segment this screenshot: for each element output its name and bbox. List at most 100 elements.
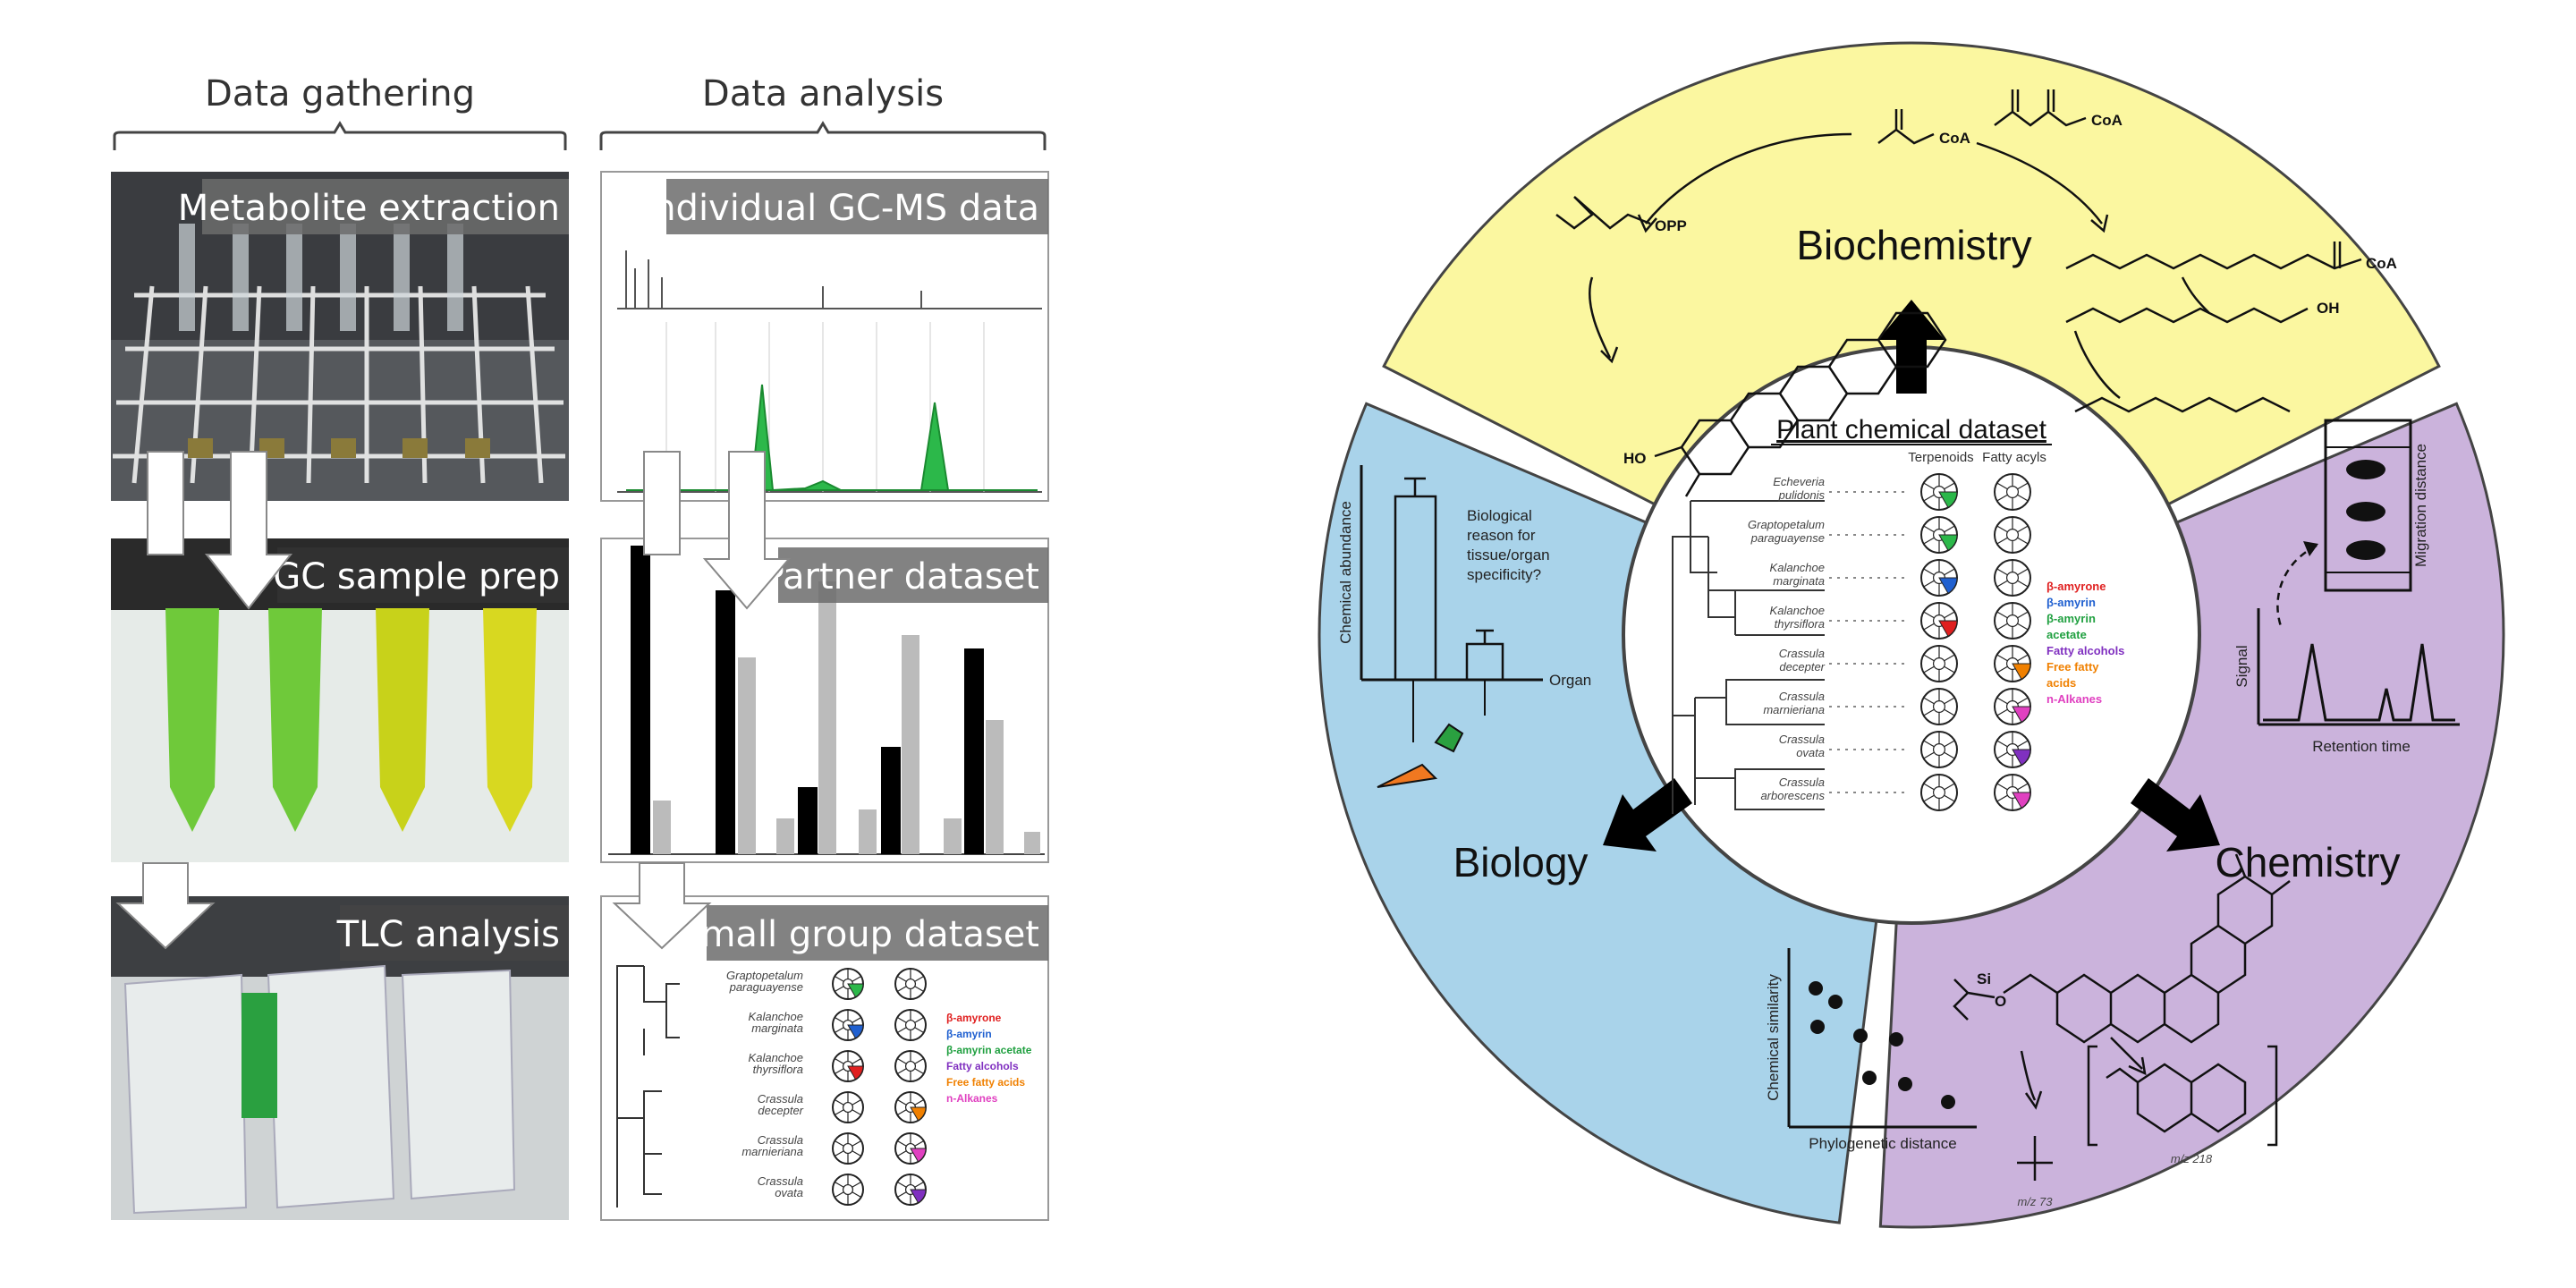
biology-y-label: Chemical abundance (1337, 501, 1354, 644)
brace-analysis (599, 121, 1046, 150)
terpenoid-marker (1920, 602, 1958, 640)
arrow-to-biology (1603, 778, 1692, 852)
center-legend-item: n-Alkanes (2046, 692, 2102, 706)
biology-note-3: tissue/organ (1467, 547, 1550, 564)
label-individual-gcms: Individual GC-MS data (642, 188, 1039, 229)
biology-note-2: reason for (1467, 527, 1536, 544)
down-arrow-3 (115, 862, 216, 950)
panel-individual-gcms: Individual GC-MS data (600, 171, 1049, 502)
small-group-terpenoid-marker (832, 1174, 864, 1206)
coa-label-2: CoA (2091, 112, 2123, 129)
down-arrow-1 (147, 451, 184, 555)
center-species-epithet: marginata (1773, 574, 1825, 588)
small-group-fatty-marker (894, 1132, 927, 1165)
small-group-genus: Crassula (758, 1092, 803, 1106)
center-phylo-tree (1672, 500, 1825, 814)
title-biology: Biology (1453, 839, 1589, 886)
col-terpenoids: Terpenoids (1908, 450, 1973, 465)
flow-arrows-left (115, 451, 792, 950)
small-group-fatty-marker (894, 1009, 927, 1041)
center-legend-item: β-amyrin (2046, 612, 2096, 625)
coa-label-3: CoA (2366, 255, 2397, 272)
center-species-epithet: arborescens (1760, 789, 1825, 802)
down-arrow-4 (643, 451, 681, 555)
small-group-terpenoid-marker (832, 1050, 864, 1082)
column-header-gathering: Data gathering (205, 73, 475, 114)
small-group-terpenoid-marker (832, 1091, 864, 1123)
small-group-genus: Kalanchoe (749, 1051, 803, 1064)
center-species-genus: Kalanchoe (1770, 604, 1825, 617)
small-group-legend-item: Free fatty acids (946, 1076, 1025, 1089)
center-legend-item: Fatty alcohols (2046, 644, 2124, 657)
fatty-acyl-marker (1994, 559, 2031, 597)
center-species-epithet: decepter (1779, 660, 1825, 674)
terpenoid-marker (1920, 473, 1958, 511)
small-group-legend-item: Fatty alcohols (946, 1060, 1019, 1072)
terpenoid-marker (1920, 645, 1958, 682)
center-species-epithet: paraguayense (1750, 531, 1825, 545)
down-arrow-6 (612, 862, 712, 950)
small-group-legend-item: β-amyrin (946, 1028, 992, 1040)
center-legend-item: Free fatty (2046, 660, 2099, 674)
center-legend-item: acetate (2046, 628, 2087, 641)
label-partner-dataset: Partner dataset (763, 556, 1039, 597)
center-species-epithet: ovata (1796, 746, 1825, 759)
small-group-epithet: paraguayense (729, 980, 803, 994)
center-legend-item: acids (2046, 676, 2076, 690)
center-species-genus: Graptopetalum (1748, 518, 1825, 531)
gc-x-label: Retention time (2312, 738, 2411, 755)
center-species-genus: Echeveria (1773, 475, 1825, 488)
terpenoid-marker (1920, 559, 1958, 597)
small-group-legend-item: β-amyrone (946, 1012, 1002, 1024)
fatty-acyl-marker (1994, 516, 2031, 554)
biology-scatter-plot: Chemical similarity Phylogenetic distanc… (1765, 948, 1977, 1152)
terpenoid-marker (1920, 774, 1958, 811)
down-arrow-5 (702, 451, 792, 610)
center-legend-item: β-amyrin (2046, 596, 2096, 609)
biology-x-label: Organ (1549, 672, 1591, 689)
small-group-epithet: marnieriana (741, 1145, 803, 1158)
fatty-acyl-marker (1994, 645, 2031, 682)
center-legend-item: β-amyrone (2046, 580, 2106, 593)
scatter-x-label: Phylogenetic distance (1809, 1135, 1956, 1152)
opp-label: OPP (1655, 217, 1687, 234)
chemistry-plots: Migration distance Signal Retention time (2233, 419, 2460, 755)
o-label: O (1995, 993, 2006, 1010)
center-species-genus: Kalanchoe (1770, 561, 1825, 574)
arrow-to-chemistry (2131, 778, 2220, 852)
scatter-y-label: Chemical similarity (1765, 974, 1782, 1101)
oh-label: OH (2317, 300, 2340, 317)
circular-figure: Biochemistry Biology Chemistry CoA CoA C… (1318, 41, 2505, 1229)
center-species-epithet: thyrsiflora (1775, 617, 1825, 631)
small-group-terpenoid-marker (832, 1132, 864, 1165)
small-group-genus: Kalanchoe (749, 1010, 803, 1023)
small-group-terpenoid-marker (832, 1009, 864, 1041)
small-group-fatty-marker (894, 1091, 927, 1123)
gc-y-label: Signal (2233, 645, 2250, 687)
center-species-genus: Crassula (1779, 647, 1825, 660)
biology-note-1: Biological (1467, 507, 1532, 524)
fatty-acyl-marker (1994, 602, 2031, 640)
small-group-epithet: thyrsiflora (753, 1063, 803, 1076)
ho-label: HO (1623, 450, 1647, 467)
label-tlc-analysis: TLC analysis (336, 914, 560, 955)
center-title: Plant chemical dataset (1776, 415, 2046, 445)
center-species-genus: Crassula (1779, 733, 1825, 746)
workflow-figure: Data gathering Data analysis Metabolite … (111, 73, 1049, 1221)
small-group-fatty-marker (894, 1174, 927, 1206)
column-header-analysis: Data analysis (702, 73, 944, 114)
center-species-genus: Crassula (1779, 775, 1825, 789)
small-group-epithet: marginata (751, 1021, 803, 1035)
coa-label-1: CoA (1939, 130, 1970, 147)
terpenoid-marker (1920, 516, 1958, 554)
label-gc-sample-prep: GC sample prep (273, 556, 560, 597)
center-species-epithet: marnieriana (1763, 703, 1825, 716)
fatty-acyl-marker (1994, 688, 2031, 725)
gc-trace (2263, 643, 2455, 722)
panel-partner-dataset: Partner dataset (600, 538, 1049, 863)
si-label: Si (1977, 970, 1991, 987)
small-group-terpenoid-marker (832, 968, 864, 1000)
label-small-group-dataset: Small group dataset (678, 914, 1039, 955)
panel-small-group-dataset: GraptopetalumparaguayenseKalanchoemargin… (600, 895, 1049, 1221)
mz218-label: m/z 218 (2171, 1152, 2213, 1165)
